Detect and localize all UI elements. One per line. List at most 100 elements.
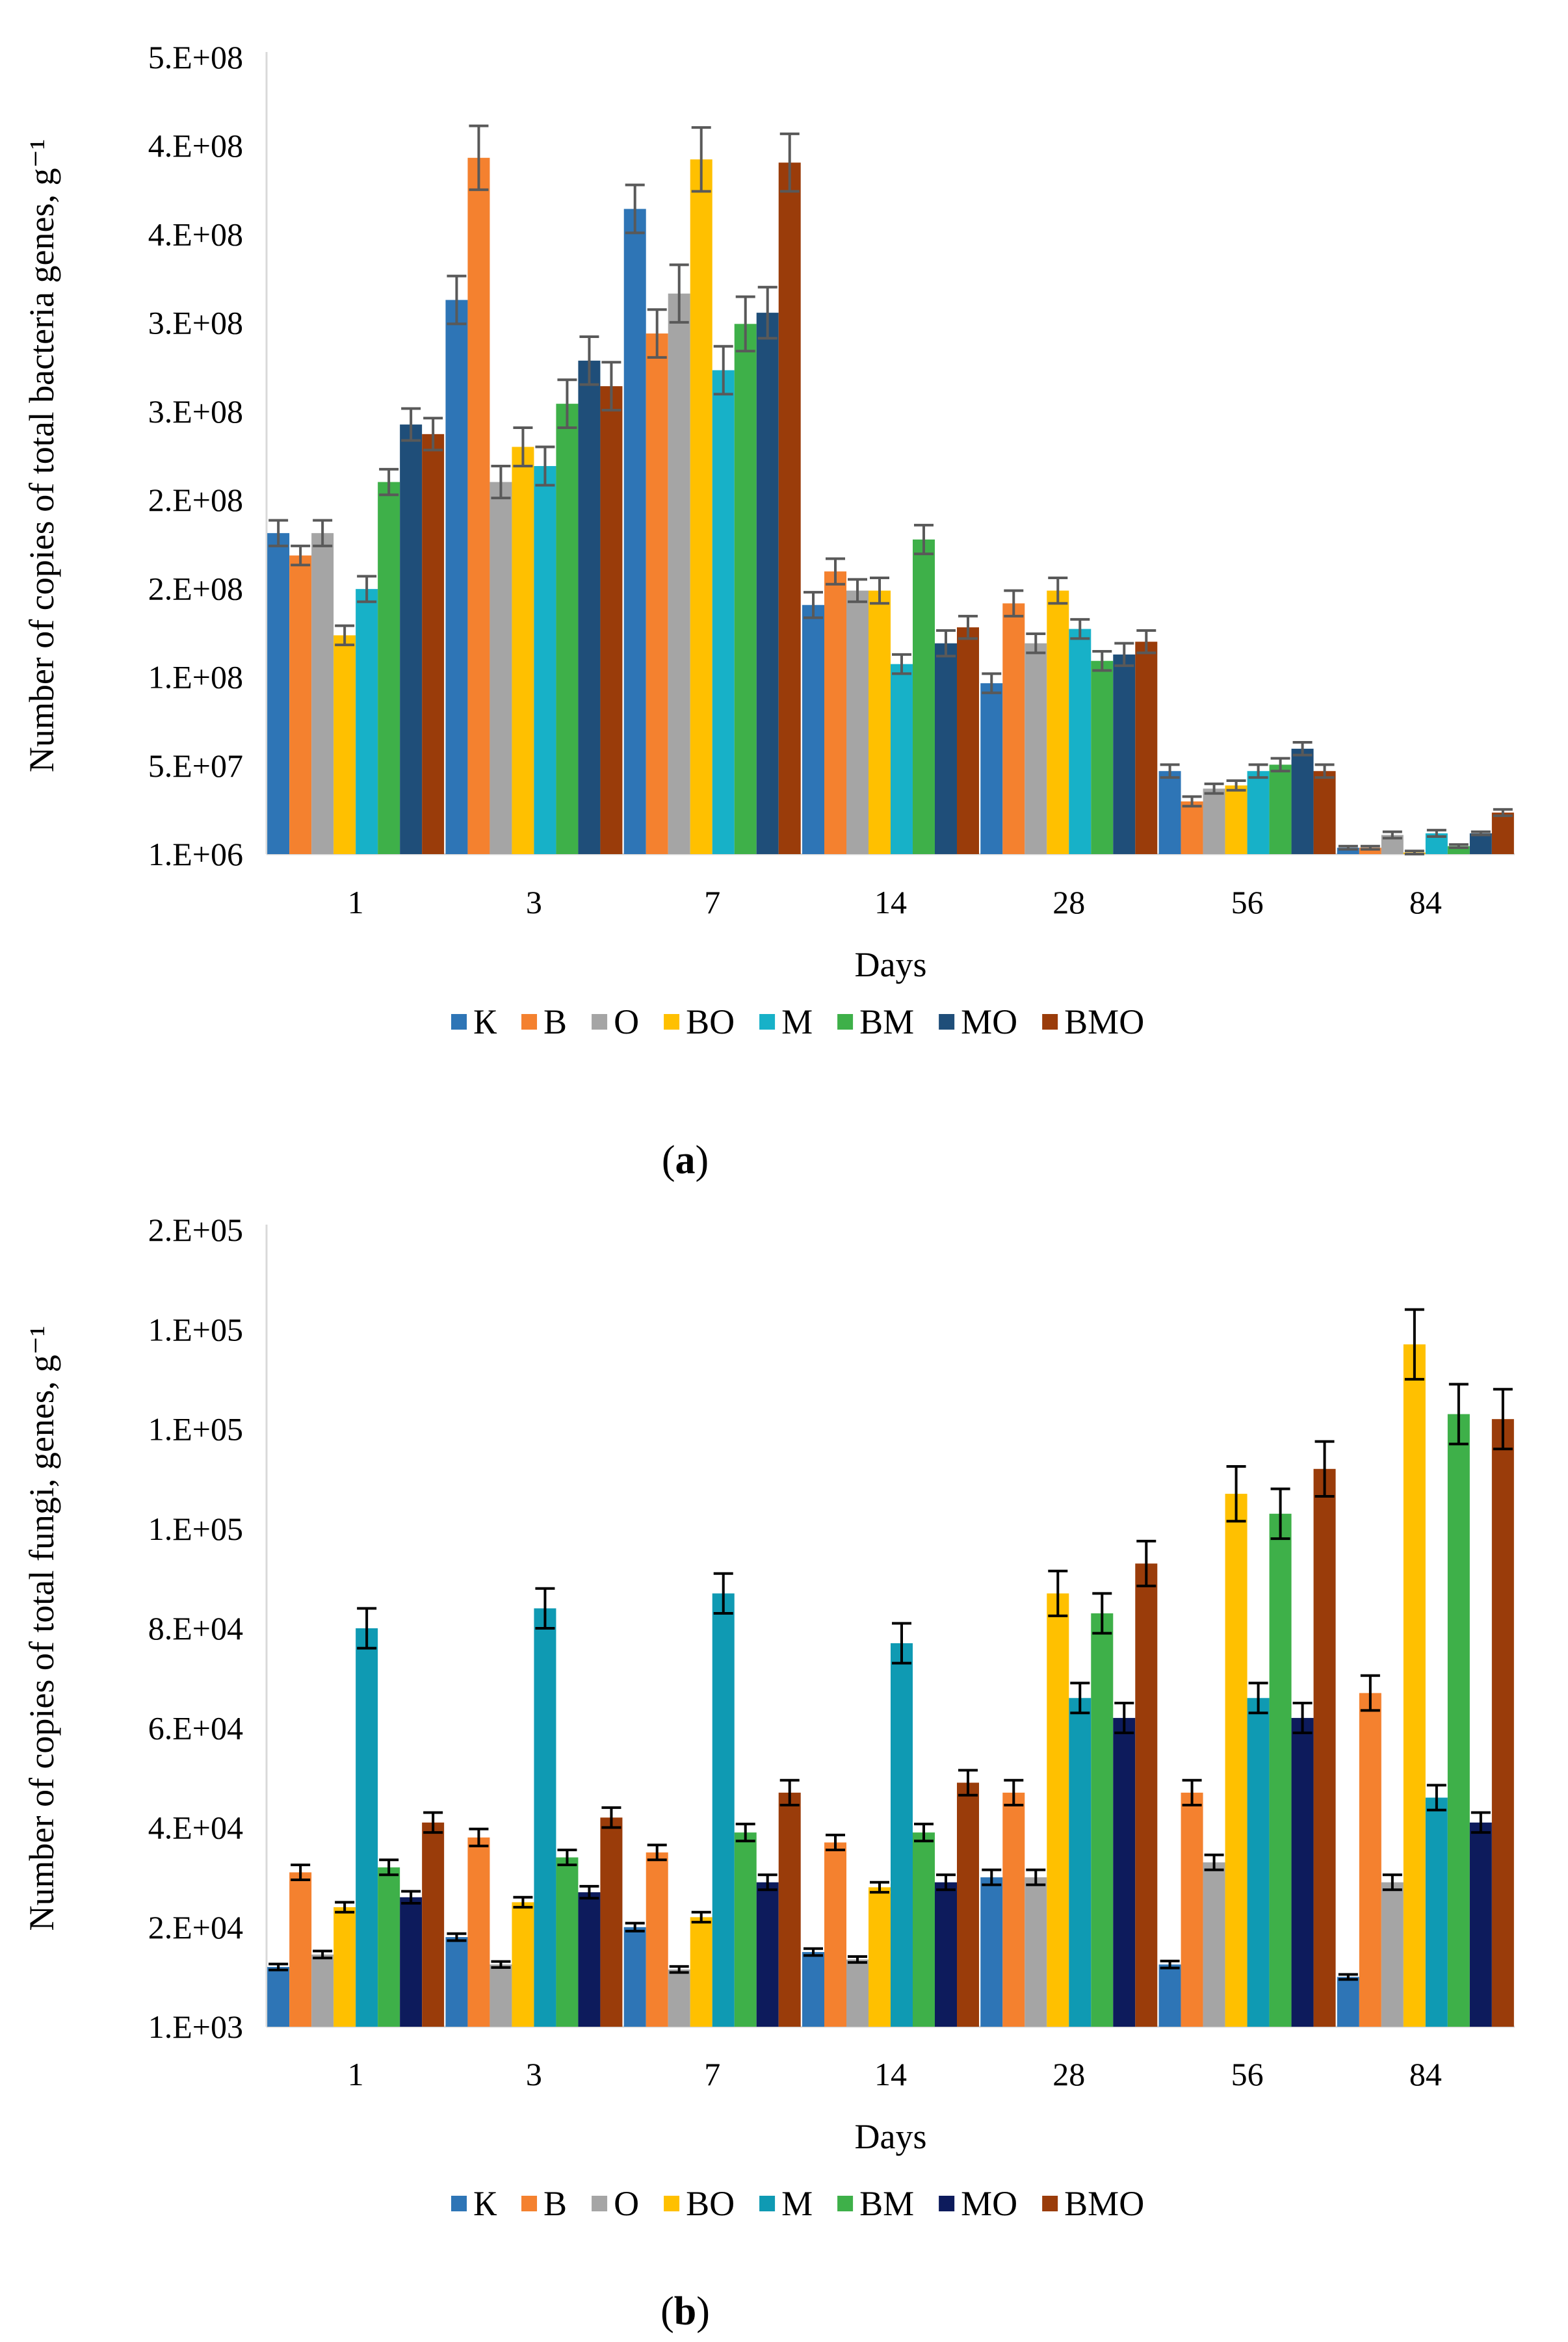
bar-bm-day-3 — [556, 1857, 579, 2027]
bar-bm-day-28 — [1091, 660, 1114, 854]
x-tick-label: 28 — [1052, 884, 1085, 920]
bar-к-day-1 — [267, 1967, 290, 2027]
bar-b-day-1 — [289, 555, 312, 854]
bar-b-day-7 — [646, 1852, 668, 2027]
legend-swatch-bmo — [1042, 1014, 1058, 1030]
x-tick-label: 7 — [704, 884, 720, 920]
legend-swatch-mo — [939, 1014, 955, 1030]
legend-label-bm: BM — [859, 2184, 914, 2223]
legend-label-bmo: BMO — [1064, 2184, 1144, 2223]
bar-bo-day-56 — [1225, 1494, 1248, 2027]
bar-mo-day-56 — [1291, 748, 1314, 854]
y-tick-label: 2.E+05 — [148, 1212, 243, 1248]
bar-b-day-84 — [1359, 848, 1381, 854]
bar-bm-day-56 — [1269, 1513, 1292, 2027]
legend-swatch-bo — [664, 2196, 680, 2211]
bar-к-day-3 — [445, 300, 468, 854]
legend-swatch-к — [451, 2196, 467, 2211]
legend-swatch-o — [592, 2196, 608, 2211]
bar-bmo-day-14 — [957, 627, 979, 854]
bar-b-day-3 — [467, 157, 490, 855]
bar-o-day-14 — [846, 590, 869, 854]
y-tick-label: 3.E+08 — [148, 393, 243, 430]
legend-swatch-к — [451, 1014, 467, 1030]
legend-label-bmo: BMO — [1064, 1002, 1144, 1041]
bar-bo-day-7 — [690, 159, 712, 855]
bar-b-day-56 — [1181, 801, 1203, 854]
bar-к-day-7 — [623, 1927, 646, 2027]
bar-mo-day-3 — [578, 1892, 601, 2027]
bar-bm-day-3 — [556, 404, 579, 854]
bar-bmo-day-1 — [422, 1822, 445, 2027]
bar-bo-day-28 — [1047, 590, 1069, 854]
x-tick-label: 3 — [526, 884, 542, 920]
bar-bmo-day-56 — [1313, 771, 1336, 854]
bar-b-day-84 — [1359, 1693, 1381, 2027]
panel-label-b: (b) — [660, 2289, 710, 2334]
bar-o-day-1 — [311, 1954, 334, 2027]
bar-mo-day-14 — [935, 1882, 957, 2027]
bar-m-day-3 — [534, 465, 556, 854]
bar-bmo-day-7 — [778, 1792, 801, 2027]
bar-к-day-3 — [445, 1937, 468, 2027]
legend-swatch-m — [759, 1014, 776, 1030]
legend-swatch-bo — [664, 1014, 680, 1030]
bar-к-day-56 — [1158, 771, 1181, 854]
bar-o-day-3 — [490, 1964, 512, 2027]
bar-bmo-day-3 — [600, 386, 623, 854]
bar-bmo-day-56 — [1313, 1468, 1336, 2027]
bar-к-day-14 — [802, 605, 824, 854]
legend-label-mo: MO — [961, 1002, 1017, 1041]
bar-b-day-28 — [1002, 603, 1025, 854]
bar-m-day-56 — [1247, 1698, 1270, 2027]
chart-a: 1.E+06 5.E+07 1.E+08 2.E+08 2.E+08 3.E+08 3.E+… — [22, 39, 1515, 1041]
bar-к-day-7 — [623, 209, 646, 854]
bar-m-day-1 — [356, 589, 378, 854]
bar-m-day-28 — [1069, 1698, 1091, 2027]
bar-к-day-28 — [980, 683, 1003, 854]
legend-label-m: M — [781, 1002, 813, 1041]
bar-bm-day-56 — [1269, 764, 1292, 854]
legend-label-bm: BM — [859, 1002, 914, 1041]
x-tick-label: 56 — [1231, 2056, 1264, 2092]
y-tick-label: 1.E+05 — [148, 1511, 243, 1547]
bar-к-day-1 — [267, 533, 290, 854]
bar-bmo-day-28 — [1135, 642, 1158, 854]
x-tick-label: 84 — [1409, 2056, 1442, 2092]
legend-label-mo: MO — [961, 2184, 1017, 2223]
y-tick-label: 8.E+04 — [148, 1610, 243, 1646]
y-tick-label: 5.E+08 — [148, 39, 243, 75]
bar-b-day-7 — [646, 333, 668, 854]
legend-swatch-b — [521, 2196, 538, 2211]
y-tick-label: 6.E+04 — [148, 1710, 243, 1746]
bar-bmo-day-28 — [1135, 1563, 1158, 2027]
bar-к-day-84 — [1337, 848, 1359, 854]
x-tick-label: 28 — [1052, 2056, 1085, 2092]
bar-к-day-28 — [980, 1877, 1003, 2027]
bar-mo-day-1 — [400, 1897, 423, 2027]
legend-label-bo: BO — [686, 1002, 735, 1041]
bar-m-day-28 — [1069, 629, 1091, 854]
bar-o-day-3 — [490, 482, 512, 854]
bar-bo-day-14 — [869, 1887, 891, 2027]
y-tick-label: 1.E+03 — [148, 2009, 243, 2045]
bar-bmo-day-84 — [1491, 1419, 1514, 2027]
bar-bmo-day-3 — [600, 1817, 623, 2027]
legend-swatch-o — [592, 1014, 608, 1030]
bar-b-day-3 — [467, 1837, 490, 2027]
x-tick-label: 14 — [874, 2056, 907, 2092]
bar-o-day-1 — [311, 533, 334, 854]
bar-к-day-56 — [1158, 1964, 1181, 2027]
y-tick-label: 5.E+07 — [148, 748, 243, 784]
legend-swatch-mo — [939, 2196, 955, 2211]
y-tick-label: 1.E+05 — [148, 1311, 243, 1347]
bar-m-day-84 — [1425, 1797, 1448, 2027]
x-axis-title: Days — [855, 945, 927, 984]
bar-o-day-14 — [846, 1959, 869, 2027]
legend-label-o: O — [614, 1002, 639, 1041]
y-tick-label: 4.E+08 — [148, 127, 243, 164]
bar-mo-day-14 — [935, 643, 957, 854]
legend-label-b: B — [543, 1002, 567, 1041]
bar-o-day-84 — [1381, 1882, 1404, 2027]
bar-mo-day-3 — [578, 360, 601, 854]
